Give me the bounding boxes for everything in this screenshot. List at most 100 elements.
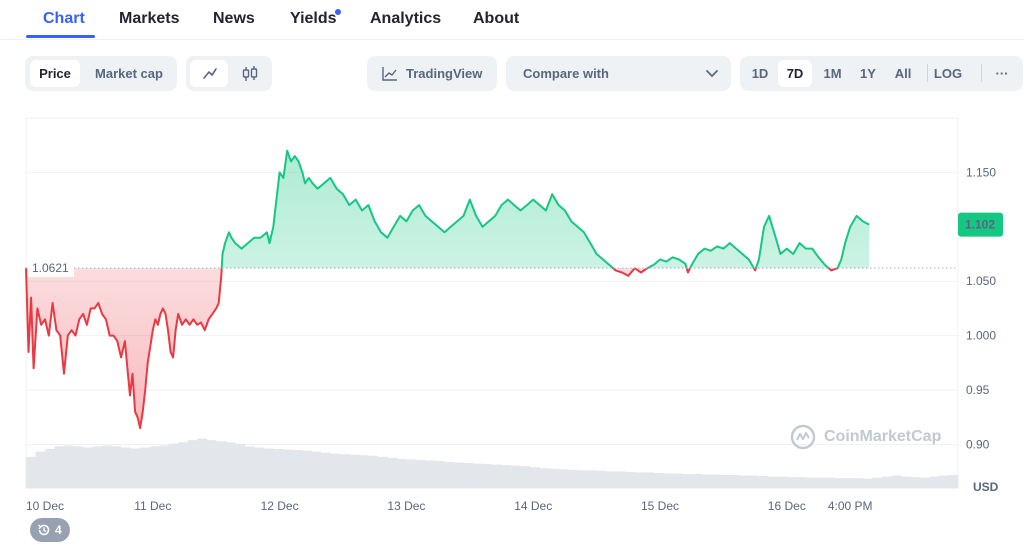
history-badge[interactable]: 4	[30, 518, 70, 542]
top-nav: Chart Markets News Yields Analytics Abou…	[0, 0, 1024, 40]
history-icon	[38, 524, 50, 536]
volume-bar	[140, 447, 150, 488]
range-7d-button[interactable]: 7D	[778, 60, 812, 87]
x-tick-label: 11 Dec	[134, 499, 171, 513]
tab-analytics[interactable]: Analytics	[370, 10, 442, 27]
volume-bar	[682, 473, 693, 488]
volume-bar	[330, 453, 341, 488]
volume-bar	[282, 449, 293, 488]
tradingview-label: TradingView	[406, 66, 483, 81]
y-tick-label: 1.000	[966, 329, 996, 343]
range-1d-button[interactable]: 1D	[751, 66, 769, 81]
baseline-label: 1.0621	[32, 261, 69, 275]
price-area	[26, 150, 870, 429]
log-scale-button[interactable]: LOG	[933, 66, 963, 81]
volume-bar	[434, 460, 445, 488]
volume-bar	[45, 449, 55, 488]
tab-news[interactable]: News	[213, 10, 255, 27]
volume-bar	[568, 469, 578, 488]
line-chart-icon	[203, 68, 217, 79]
tab-about[interactable]: About	[473, 10, 520, 27]
market-cap-button[interactable]: Market cap	[95, 66, 163, 81]
volume-bar	[263, 448, 274, 488]
volume-bar	[530, 467, 540, 488]
volume-bar	[178, 442, 188, 488]
toolbar-divider	[927, 64, 928, 82]
volume-bar	[900, 476, 911, 488]
y-tick-label: 0.90	[966, 437, 990, 451]
volume-bar	[843, 478, 854, 488]
volume-bar	[577, 470, 588, 488]
volume-bar	[758, 476, 769, 488]
coinmarketcap-logo-icon	[790, 424, 816, 450]
volume-bar	[663, 473, 673, 488]
volume-bar	[368, 455, 379, 488]
toolbar-divider	[981, 64, 982, 82]
range-all-button[interactable]: All	[894, 66, 912, 81]
volume-bar	[805, 477, 816, 488]
range-1m-button[interactable]: 1M	[823, 66, 842, 81]
compare-with-label: Compare with	[523, 66, 609, 81]
volume-bar	[92, 446, 103, 488]
volume-bar	[235, 443, 246, 488]
volume-bar	[339, 454, 350, 488]
range-1y-button[interactable]: 1Y	[860, 66, 876, 81]
volume-bar	[853, 478, 864, 488]
volume-bar	[244, 446, 255, 488]
volume-bar	[691, 473, 702, 488]
volume-bar	[130, 448, 141, 488]
price-area-down	[26, 268, 870, 429]
volume-bar	[358, 455, 369, 488]
y-tick-label: 0.95	[966, 383, 990, 397]
volume-bar	[225, 442, 236, 488]
volume-bar	[311, 451, 322, 488]
volume-bar	[492, 464, 502, 488]
volume-bar	[387, 457, 398, 488]
candlestick-icon	[242, 66, 258, 81]
volume-bar	[292, 450, 303, 488]
volume-bar	[948, 475, 959, 488]
compare-with-dropdown[interactable]: Compare with	[506, 56, 731, 91]
x-tick-label: 10 Dec	[26, 499, 64, 513]
currency-label: USD	[973, 480, 999, 494]
volume-bar	[301, 450, 312, 488]
volume-bar	[511, 465, 521, 488]
volume-bar	[206, 440, 217, 488]
volume-bar	[64, 445, 74, 488]
volume-bar	[482, 464, 493, 488]
price-line	[25, 149, 870, 430]
volume-bar	[197, 438, 207, 488]
more-options-button[interactable]: ···	[995, 66, 1009, 81]
watermark-text: CoinMarketCap	[824, 428, 942, 445]
tab-markets[interactable]: Markets	[119, 10, 180, 27]
volume-bar	[254, 447, 265, 488]
volume-bar	[739, 475, 750, 488]
current-price-label: 1.102	[965, 218, 995, 232]
volume-bar	[672, 473, 683, 488]
volume-bar	[35, 451, 46, 488]
volume-bar	[729, 475, 740, 488]
tab-yields[interactable]: Yields	[290, 10, 337, 27]
volume-bar	[159, 445, 169, 488]
tradingview-button[interactable]: TradingView	[367, 56, 497, 91]
candlestick-button[interactable]	[231, 60, 269, 87]
chart-style-toggle	[186, 56, 272, 91]
price-button[interactable]: Price	[30, 60, 80, 87]
volume-bar	[929, 476, 940, 488]
volume-bar	[406, 459, 417, 488]
volume-bar	[587, 470, 597, 488]
volume-bar	[596, 470, 607, 488]
y-tick-label: 1.050	[966, 274, 996, 288]
volume-bar	[453, 462, 464, 488]
x-tick-label: 13 Dec	[387, 499, 425, 513]
volume-bar	[815, 477, 826, 488]
volume-bar	[377, 456, 388, 488]
time-range-selector: 1D 7D 1M 1Y All LOG ···	[740, 56, 1023, 91]
line-chart-button[interactable]	[190, 60, 228, 87]
volume-bar	[396, 458, 407, 488]
volume-bar	[501, 465, 512, 488]
history-count: 4	[55, 523, 62, 537]
tab-chart[interactable]: Chart	[43, 10, 85, 27]
volume-bar	[121, 447, 131, 488]
